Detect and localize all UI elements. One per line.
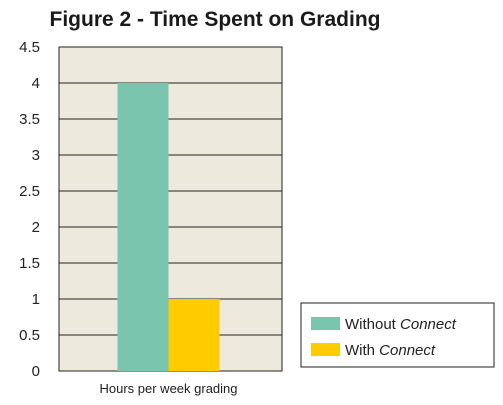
chart-title: Figure 2 - Time Spent on Grading xyxy=(49,8,381,31)
legend: Without Connect With Connect xyxy=(300,302,495,368)
y-tick-label: 0.5 xyxy=(19,327,40,344)
y-tick-label: 1.5 xyxy=(19,255,40,272)
y-tick-label: 2 xyxy=(32,219,40,236)
y-tick-label: 2.5 xyxy=(19,183,40,200)
bar-without-connect xyxy=(117,83,169,371)
y-tick-label: 1 xyxy=(32,291,40,308)
y-tick-label: 3 xyxy=(32,147,40,164)
y-tick-label: 0 xyxy=(32,363,40,380)
bar-with-connect xyxy=(168,299,220,371)
legend-swatch xyxy=(311,343,340,356)
y-tick-label: 4 xyxy=(32,75,40,92)
legend-label: With Connect xyxy=(345,342,436,359)
y-tick-label: 3.5 xyxy=(19,111,40,128)
y-tick-label: 4.5 xyxy=(19,39,40,56)
legend-swatch xyxy=(311,317,340,330)
legend-box xyxy=(300,302,495,368)
x-category-label: Hours per week grading xyxy=(99,381,237,396)
legend-label: Without Connect xyxy=(345,316,457,333)
